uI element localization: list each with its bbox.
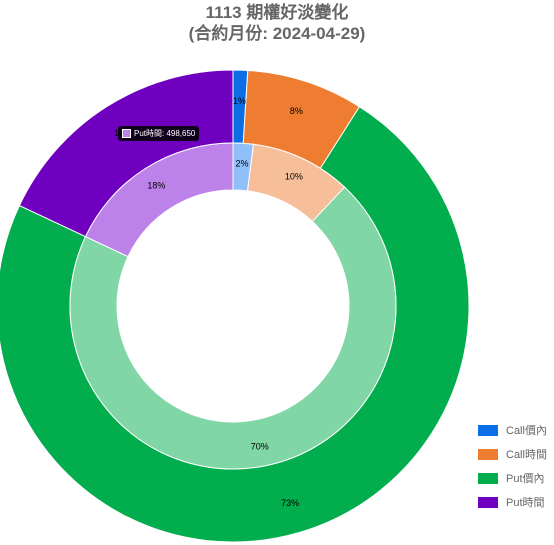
legend-swatch: [478, 496, 498, 508]
legend-swatch: [478, 424, 498, 436]
inner-slice-put-itm[interactable]: [69, 186, 397, 470]
legend-item-put-itm[interactable]: Put價內: [478, 468, 547, 488]
legend-item-call-time[interactable]: Call時間: [478, 444, 547, 464]
inner-ring: [69, 142, 397, 470]
outer-label-call-itm: 1%: [233, 96, 246, 106]
inner-slice-put-time[interactable]: [84, 142, 234, 258]
legend-item-call-itm[interactable]: Call價內: [478, 420, 547, 440]
chart-title-line2: (合約月份: 2024-04-29): [188, 24, 366, 43]
legend-swatch: [478, 472, 498, 484]
legend-label: Put價內: [506, 473, 545, 485]
chart-tooltip: Put時間: 498,650: [118, 126, 200, 141]
inner-label-put-time: 18%: [147, 180, 165, 190]
tooltip-color-swatch: [122, 129, 131, 138]
inner-label-put-itm: 70%: [251, 441, 269, 451]
chart-legend: Call價內 Call時間 Put價內 Put時間: [478, 420, 547, 516]
legend-label: Call時間: [506, 449, 547, 461]
legend-label: Call價內: [506, 425, 547, 437]
chart-title-line1: 1113 期權好淡變化: [205, 3, 349, 22]
outer-label-call-time: 8%: [290, 106, 303, 116]
chart-title: 1113 期權好淡變化 (合約月份: 2024-04-29): [0, 2, 554, 44]
inner-label-call-time: 10%: [285, 172, 303, 182]
legend-swatch: [478, 448, 498, 460]
outer-label-put-itm: 73%: [281, 498, 299, 508]
inner-label-call-itm: 2%: [235, 158, 248, 168]
tooltip-text: Put時間: 498,650: [134, 129, 196, 138]
legend-item-put-time[interactable]: Put時間: [478, 492, 547, 512]
legend-label: Put時間: [506, 497, 545, 509]
